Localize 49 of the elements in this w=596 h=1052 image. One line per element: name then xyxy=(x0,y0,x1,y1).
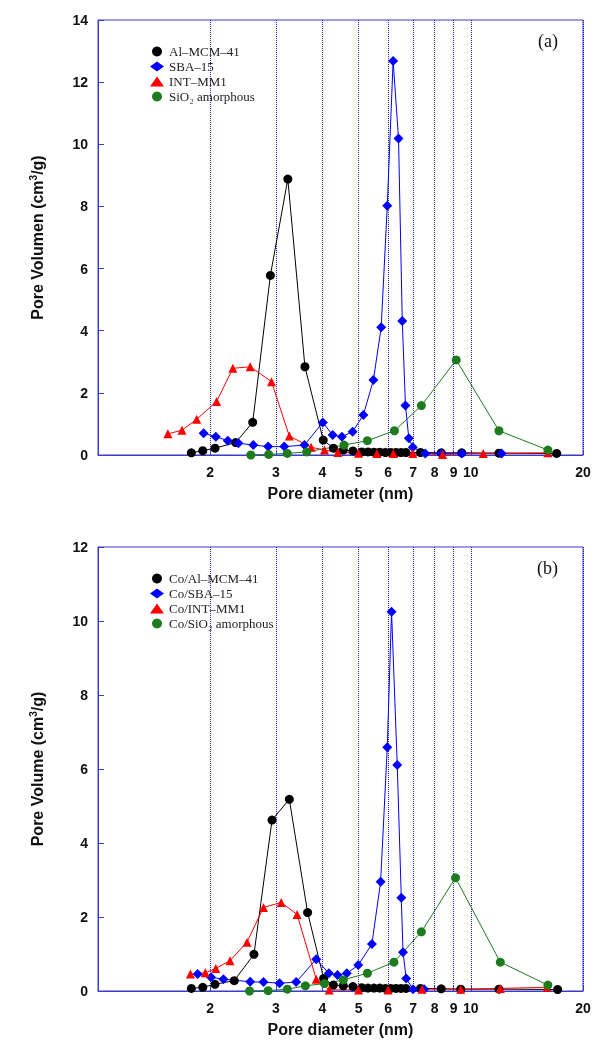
x-tick-label: 9 xyxy=(449,1000,458,1016)
x-tick-label: 8 xyxy=(430,464,439,480)
legend-label: Co/SBA–15 xyxy=(169,586,233,601)
y-tick-label: 6 xyxy=(80,761,89,777)
legend-label: INT–MM1 xyxy=(169,74,227,89)
x-tick-label: 7 xyxy=(409,1000,418,1016)
x-tick-label: 6 xyxy=(384,464,393,480)
x-tick-label: 5 xyxy=(354,464,363,480)
x-tick-label: 8 xyxy=(430,1000,439,1016)
x-tick-label: 3 xyxy=(271,464,280,480)
x-tick-label: 20 xyxy=(575,464,591,480)
y-tick-label: 0 xyxy=(80,983,89,999)
x-tick-label: 6 xyxy=(384,1000,393,1016)
x-tick-label: 10 xyxy=(462,1000,479,1016)
x-axis-title: Pore diameter (nm) xyxy=(267,1020,414,1038)
y-tick-label: 8 xyxy=(80,198,89,215)
x-tick-label: 3 xyxy=(271,1000,280,1016)
legend-label: Co/INT–MM1 xyxy=(169,601,246,616)
y-axis-title: Pore Volumen (cm3/g) xyxy=(27,155,46,320)
legend-label: SiO₂ amorphous xyxy=(169,89,255,104)
legend-label: Co/Al–MCM–41 xyxy=(169,571,259,586)
x-tick-label: 9 xyxy=(449,464,458,480)
annotation: (b) xyxy=(537,558,559,579)
y-tick-label: 10 xyxy=(72,136,89,153)
x-tick-label: 20 xyxy=(575,1000,591,1016)
x-tick-label: 2 xyxy=(206,464,215,480)
x-tick-label: 4 xyxy=(318,1000,327,1016)
y-axis-title: Pore Volume (cm3/g) xyxy=(27,691,46,847)
x-axis-title: Pore diameter (nm) xyxy=(267,484,414,502)
y-tick-label: 10 xyxy=(72,613,89,629)
x-tick-label: 5 xyxy=(354,1000,363,1016)
y-tick-label: 4 xyxy=(80,835,89,851)
y-tick-label: 12 xyxy=(72,74,89,91)
y-tick-label: 0 xyxy=(80,447,89,463)
x-tick-label: 7 xyxy=(409,464,418,480)
y-tick-label: 4 xyxy=(80,322,89,339)
y-tick-label: 2 xyxy=(80,384,89,401)
legend-label: SBA–15 xyxy=(169,59,214,74)
annotation: (a) xyxy=(538,31,559,52)
y-tick-label: 6 xyxy=(80,260,89,277)
x-tick-label: 2 xyxy=(206,1000,215,1016)
legend-label: Co/SiO₂ amorphous xyxy=(169,616,274,631)
x-tick-label: 10 xyxy=(462,464,479,480)
y-tick-label: 12 xyxy=(72,539,89,555)
y-tick-label: 2 xyxy=(80,909,89,925)
y-tick-label: 8 xyxy=(80,687,89,703)
legend-label: Al–MCM–41 xyxy=(169,44,240,59)
x-tick-label: 4 xyxy=(318,464,327,480)
y-tick-label: 14 xyxy=(72,12,89,28)
